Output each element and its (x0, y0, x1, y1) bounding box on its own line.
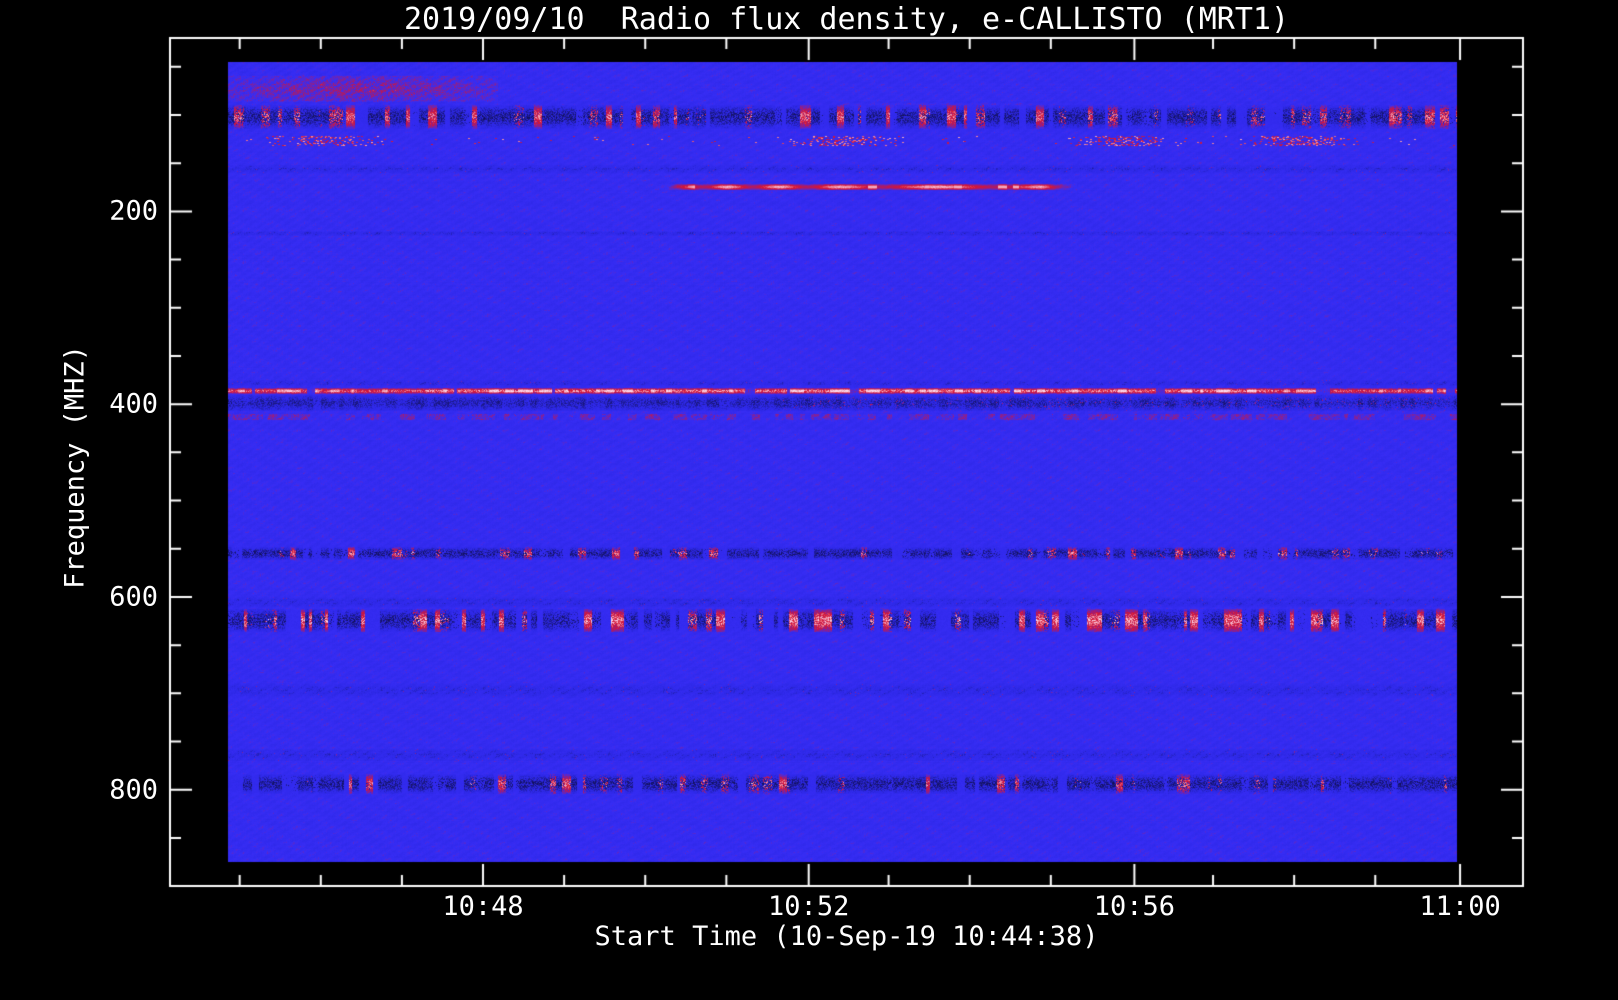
y-axis-label: Frequency (MHZ) (59, 345, 91, 589)
x-tick-label: 10:48 (442, 891, 524, 922)
y-tick-label: 800 (109, 774, 158, 806)
x-tick-label: 10:52 (768, 891, 850, 922)
y-tick-label: 400 (109, 388, 158, 420)
y-tick-label: 200 (109, 195, 158, 227)
y-tick-label: 600 (109, 581, 158, 613)
chart-title: 2019/09/10 Radio flux density, e-CALLIST… (403, 2, 1289, 37)
x-tick-label: 10:56 (1093, 891, 1176, 922)
x-axis-label: Start Time (10-Sep-19 10:44:38) (594, 921, 1099, 952)
x-tick-label: 11:00 (1419, 891, 1501, 922)
